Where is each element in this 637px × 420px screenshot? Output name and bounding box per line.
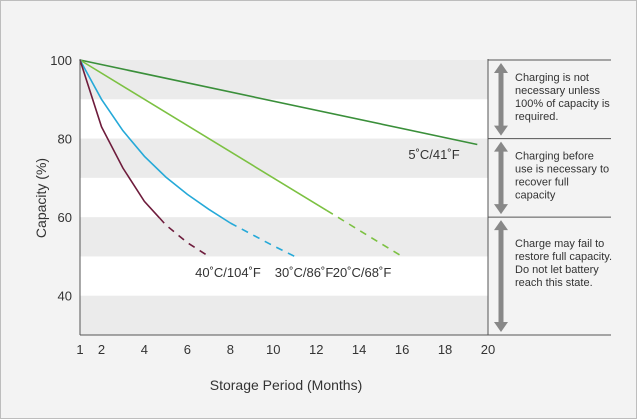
x-tick-label: 20: [481, 342, 495, 357]
series-3: [79, 59, 210, 258]
x-axis-title: Storage Period (Months): [210, 377, 363, 393]
x-tick-label: 12: [309, 342, 323, 357]
zone-arrow-head-up: [494, 141, 508, 152]
grid-band: [80, 138, 488, 178]
grid-band: [80, 60, 488, 100]
x-tick-label: 4: [141, 342, 148, 357]
zone-note-line: Do not let battery: [515, 264, 599, 276]
series-label: 30˚C/86˚F: [275, 265, 334, 280]
grid-bands: [80, 60, 488, 335]
zone-note-line: Charging is not: [515, 72, 589, 84]
plot-area: [80, 60, 488, 335]
series-label: 40˚C/104˚F: [195, 265, 261, 280]
zone-note-line: recover full: [515, 177, 569, 189]
y-tick-label: 40: [58, 289, 72, 304]
series-0: [79, 59, 478, 146]
grid-band: [80, 295, 488, 335]
x-tick-label: 1: [76, 342, 83, 357]
y-tick-label: 60: [58, 210, 72, 225]
series-2: [79, 59, 296, 258]
y-axis-title: Capacity (%): [33, 158, 49, 238]
y-tick-label: 80: [58, 132, 72, 147]
series-line: [79, 59, 328, 212]
series-line: [79, 59, 161, 219]
zone-arrow-head-down: [494, 322, 508, 332]
zone-note-line: 100% of capacity is: [515, 98, 610, 110]
zone-note-line: required.: [515, 111, 558, 123]
x-tick-label: 10: [266, 342, 280, 357]
zone-arrow-head-up: [494, 63, 508, 73]
x-tick-label: 16: [395, 342, 409, 357]
zone-arrow-head-down: [494, 125, 508, 136]
zone-note-line: restore full capacity.: [515, 251, 612, 263]
series-layer: 5˚C/41˚F 20˚C/68˚F30˚C/86˚F 40˚C/104˚F: [79, 59, 478, 280]
x-tick-label: 6: [184, 342, 191, 357]
zone-note-line: Charging before: [515, 151, 594, 163]
y-tick-label: 100: [50, 53, 72, 68]
x-tick-label: 2: [98, 342, 105, 357]
x-tick-label: 18: [438, 342, 452, 357]
series-label: 5˚C/41˚F: [408, 147, 459, 162]
series-line-dashed: [326, 209, 403, 258]
series-line: [79, 59, 478, 146]
x-tick-label: 14: [352, 342, 366, 357]
zone-note-line: necessary unless: [515, 85, 600, 97]
zone-arrow-head-down: [494, 204, 508, 215]
zone-note-line: reach this state.: [515, 277, 593, 289]
grid-band: [80, 217, 488, 257]
series-label: 20˚C/68˚F: [333, 265, 392, 280]
zone-arrow-head-up: [494, 220, 508, 231]
series-line: [79, 59, 231, 224]
series-line-dashed: [158, 217, 210, 258]
series-1: [79, 59, 403, 258]
zone-note-line: capacity: [515, 190, 556, 202]
zone-note-line: Charge may fail to: [515, 238, 604, 250]
zone-note-line: use is necessary to: [515, 164, 609, 176]
x-tick-label: 8: [227, 342, 234, 357]
